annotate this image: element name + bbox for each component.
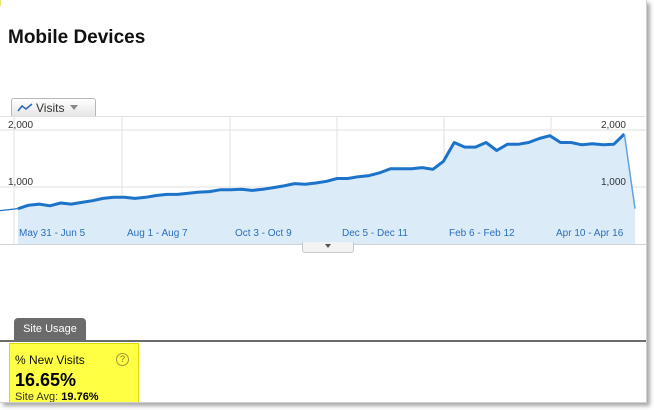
- y-tick-label-right: 2,000: [601, 120, 626, 131]
- visits-chart-svg: 2,000 1,000 2,000 1,000 May 31 - Jun 5 Aug 1 …: [0, 116, 646, 244]
- chevron-down-icon: [70, 105, 79, 110]
- page-title: Mobile Devices: [8, 27, 146, 48]
- y-tick-label-left: 1,000: [8, 177, 33, 188]
- visits-area: [18, 134, 635, 244]
- visits-line-tail: [623, 133, 636, 209]
- visits-line-stub: [0, 208, 19, 212]
- tab-underline: [0, 340, 646, 342]
- x-tick-label: May 31 - Jun 5: [19, 228, 86, 239]
- y-tick-label-left: 2,000: [8, 120, 33, 131]
- corner-mark: [0, 0, 1, 6]
- chart-expand-button[interactable]: [302, 242, 354, 253]
- visits-line: [17, 132, 626, 211]
- report-frame: Mobile Devices Visits 2,000 1,000 2,000 1,0…: [0, 0, 647, 403]
- x-tick-label: Oct 3 - Oct 9: [235, 228, 292, 239]
- metric-selector-dropdown[interactable]: Visits: [11, 98, 96, 116]
- visits-chart: 2,000 1,000 2,000 1,000 May 31 - Jun 5 Aug 1 …: [0, 116, 646, 244]
- metric-selector-label: Visits: [36, 100, 65, 115]
- scorecard-name: % New Visits: [15, 353, 85, 367]
- new-visits-scorecard[interactable]: % New Visits ? 16.65% Site Avg: 19.76%: [9, 343, 139, 403]
- scorecard-value: 16.65%: [15, 370, 77, 390]
- site-avg-label: Site Avg:: [15, 391, 59, 403]
- line-chart-icon: [17, 102, 33, 111]
- help-icon[interactable]: ?: [116, 353, 129, 366]
- x-tick-label: Aug 1 - Aug 7: [127, 228, 188, 239]
- x-tick-label: Feb 6 - Feb 12: [449, 228, 515, 239]
- x-tick-label: Dec 5 - Dec 11: [342, 228, 408, 239]
- x-tick-label: Apr 10 - Apr 16: [556, 228, 624, 239]
- chevron-down-icon: [325, 244, 331, 248]
- y-tick-label-right: 1,000: [601, 177, 626, 188]
- tab-site-usage[interactable]: Site Usage: [14, 318, 86, 340]
- site-avg-value: 19.76%: [61, 391, 99, 403]
- scorecard-site-avg: Site Avg: 19.76%: [15, 391, 99, 403]
